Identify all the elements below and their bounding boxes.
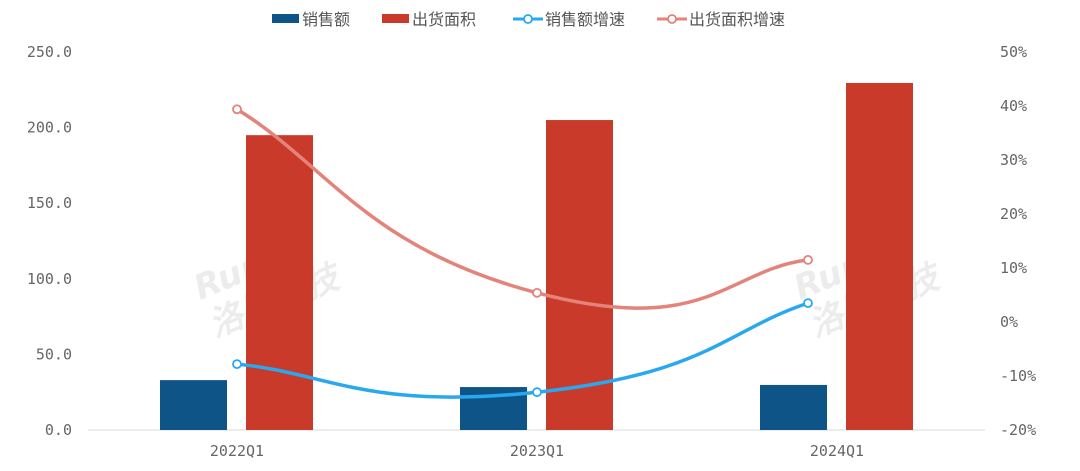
left-tick-label: 50.0 — [36, 345, 72, 363]
sales-growth-point — [803, 298, 813, 309]
lines — [232, 104, 813, 399]
legend-label: 出货面积 — [412, 10, 476, 29]
left-axis: 0.0 50.0 100.0 150.0 200.0 250.0 — [27, 43, 72, 439]
sales-growth-line — [236, 301, 809, 399]
x-axis-labels: 2022Q1 2023Q1 2024Q1 — [210, 442, 864, 460]
bar-sales — [760, 384, 827, 430]
right-tick-label: 0% — [1000, 313, 1018, 331]
bar-area — [246, 135, 313, 430]
legend-swatch — [272, 14, 299, 23]
legend-label: 出货面积增速 — [689, 10, 785, 29]
left-tick-label: 150.0 — [27, 194, 72, 212]
bar-area — [546, 120, 613, 430]
legend-marker — [667, 14, 677, 24]
area-growth-point — [532, 287, 542, 298]
bar-area — [846, 82, 913, 430]
left-tick-label: 0.0 — [45, 421, 72, 439]
right-tick-label: -10% — [1000, 367, 1036, 385]
x-tick-label: 2023Q1 — [510, 442, 564, 460]
sales-growth-point — [232, 359, 242, 370]
left-tick-label: 250.0 — [27, 43, 72, 61]
bars — [160, 82, 913, 430]
area-growth-point — [232, 104, 242, 115]
sales-growth-point — [532, 387, 542, 398]
left-tick-label: 200.0 — [27, 119, 72, 137]
right-tick-label: 30% — [1000, 151, 1027, 169]
legend-marker — [523, 14, 533, 24]
left-tick-label: 100.0 — [27, 270, 72, 288]
right-tick-label: 40% — [1000, 97, 1027, 115]
x-tick-label: 2022Q1 — [210, 442, 264, 460]
right-axis: -20% -10% 0% 10% 20% 30% 40% 50% — [1000, 43, 1036, 439]
legend-label: 销售额增速 — [545, 10, 625, 29]
right-tick-label: 20% — [1000, 205, 1027, 223]
right-tick-label: -20% — [1000, 421, 1036, 439]
x-tick-label: 2024Q1 — [810, 442, 864, 460]
area-growth-point — [803, 254, 813, 265]
legend-swatch — [382, 14, 409, 23]
right-tick-label: 10% — [1000, 259, 1027, 277]
legend-label: 销售额 — [302, 10, 350, 29]
legend: 销售额 出货面积 销售额增速 出货面积增速 — [272, 10, 785, 29]
bar-sales — [160, 380, 227, 430]
right-tick-label: 50% — [1000, 43, 1027, 61]
